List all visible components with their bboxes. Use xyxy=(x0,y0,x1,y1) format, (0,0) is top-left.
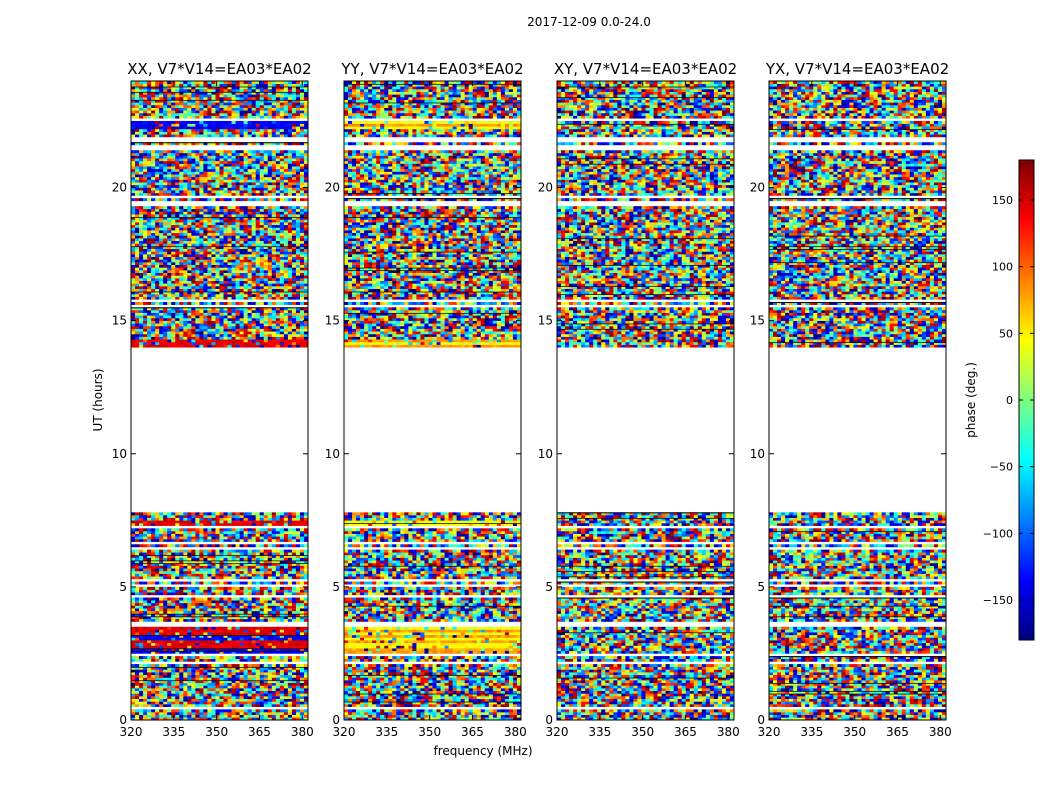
panel-frame xyxy=(768,80,947,721)
y-tick-label: 0 xyxy=(119,713,127,727)
colorbar-tick-label: 50 xyxy=(999,327,1013,340)
y-tick-label: 5 xyxy=(119,580,127,594)
panel-xy: XY, V7*V14=EA03*EA02 320 335 350 365 380 0 5 10 1… xyxy=(538,60,740,739)
x-tick-label: 320 xyxy=(333,725,356,739)
x-tick-label: 335 xyxy=(588,725,611,739)
y-tick-label: 15 xyxy=(112,314,127,328)
y-tick-label: 20 xyxy=(325,181,340,195)
y-tick-label: 10 xyxy=(538,447,553,461)
x-tick-label: 380 xyxy=(929,725,952,739)
y-tick-label: 5 xyxy=(332,580,340,594)
y-tick-label: 0 xyxy=(757,713,765,727)
colorbar-tick-label: 150 xyxy=(992,194,1013,207)
y-tick-label: 20 xyxy=(112,181,127,195)
colorbar: 150 100 50 0 −50 −100 −150 xyxy=(983,159,1035,641)
y-tick-label: 20 xyxy=(750,181,765,195)
panel-yy: YY, V7*V14=EA03*EA02 320 335 350 365 380 0 5 10 1… xyxy=(325,60,527,739)
colorbar-tick-label: −100 xyxy=(983,527,1013,540)
y-tick-label: 0 xyxy=(545,713,553,727)
x-tick-label: 365 xyxy=(248,725,271,739)
y-tick-label: 0 xyxy=(332,713,340,727)
x-axis-label: frequency (MHz) xyxy=(433,744,532,758)
y-tick-label: 10 xyxy=(112,447,127,461)
y-tick-label: 5 xyxy=(545,580,553,594)
panel-xx: XX, V7*V14=EA03*EA02 320 335 350 365 380 0 5 10 1… xyxy=(112,60,314,739)
x-tick-label: 335 xyxy=(800,725,823,739)
y-tick-label: 5 xyxy=(757,580,765,594)
heatmap-cells xyxy=(769,81,946,720)
x-tick-label: 320 xyxy=(120,725,143,739)
y-tick-label: 20 xyxy=(538,181,553,195)
x-tick-label: 380 xyxy=(291,725,314,739)
x-tick-label: 365 xyxy=(886,725,909,739)
panel-frame xyxy=(556,80,735,721)
panel-title: YX, V7*V14=EA03*EA02 xyxy=(765,60,949,78)
x-tick-label: 350 xyxy=(418,725,441,739)
heatmap-cells xyxy=(131,81,308,720)
x-tick-label: 320 xyxy=(758,725,781,739)
panel-title: XX, V7*V14=EA03*EA02 xyxy=(127,60,311,78)
panel-frame xyxy=(343,80,522,721)
y-tick-label: 10 xyxy=(750,447,765,461)
x-tick-label: 350 xyxy=(631,725,654,739)
panels: XX, V7*V14=EA03*EA02 320 335 350 365 380 0 5 10 1… xyxy=(112,60,952,739)
x-tick-label: 350 xyxy=(843,725,866,739)
heatmap-cells xyxy=(344,81,521,720)
figure-suptitle: 2017-12-09 0.0-24.0 xyxy=(527,15,651,29)
x-tick-label: 365 xyxy=(461,725,484,739)
x-tick-label: 350 xyxy=(205,725,228,739)
panel-title: YY, V7*V14=EA03*EA02 xyxy=(340,60,523,78)
panel-frame xyxy=(130,80,309,721)
y-tick-label: 15 xyxy=(750,314,765,328)
colorbar-tick-label: −150 xyxy=(983,594,1013,607)
x-tick-label: 320 xyxy=(546,725,569,739)
panel-title: XY, V7*V14=EA03*EA02 xyxy=(554,60,737,78)
y-tick-label: 15 xyxy=(538,314,553,328)
colorbar-tick-label: 100 xyxy=(992,261,1013,274)
colorbar-label: phase (deg.) xyxy=(964,362,978,438)
x-tick-label: 335 xyxy=(162,725,185,739)
y-axis-label: UT (hours) xyxy=(91,368,105,431)
x-tick-label: 380 xyxy=(504,725,527,739)
y-tick-label: 15 xyxy=(325,314,340,328)
x-tick-label: 365 xyxy=(674,725,697,739)
colorbar-tick-label: 0 xyxy=(1006,394,1013,407)
panel-yx: YX, V7*V14=EA03*EA02 320 335 350 365 380 0 5 10 1… xyxy=(750,60,952,739)
x-tick-label: 335 xyxy=(375,725,398,739)
colorbar-tick-label: −50 xyxy=(990,461,1013,474)
y-tick-label: 10 xyxy=(325,447,340,461)
x-tick-label: 380 xyxy=(717,725,740,739)
heatmap-cells xyxy=(557,81,734,720)
